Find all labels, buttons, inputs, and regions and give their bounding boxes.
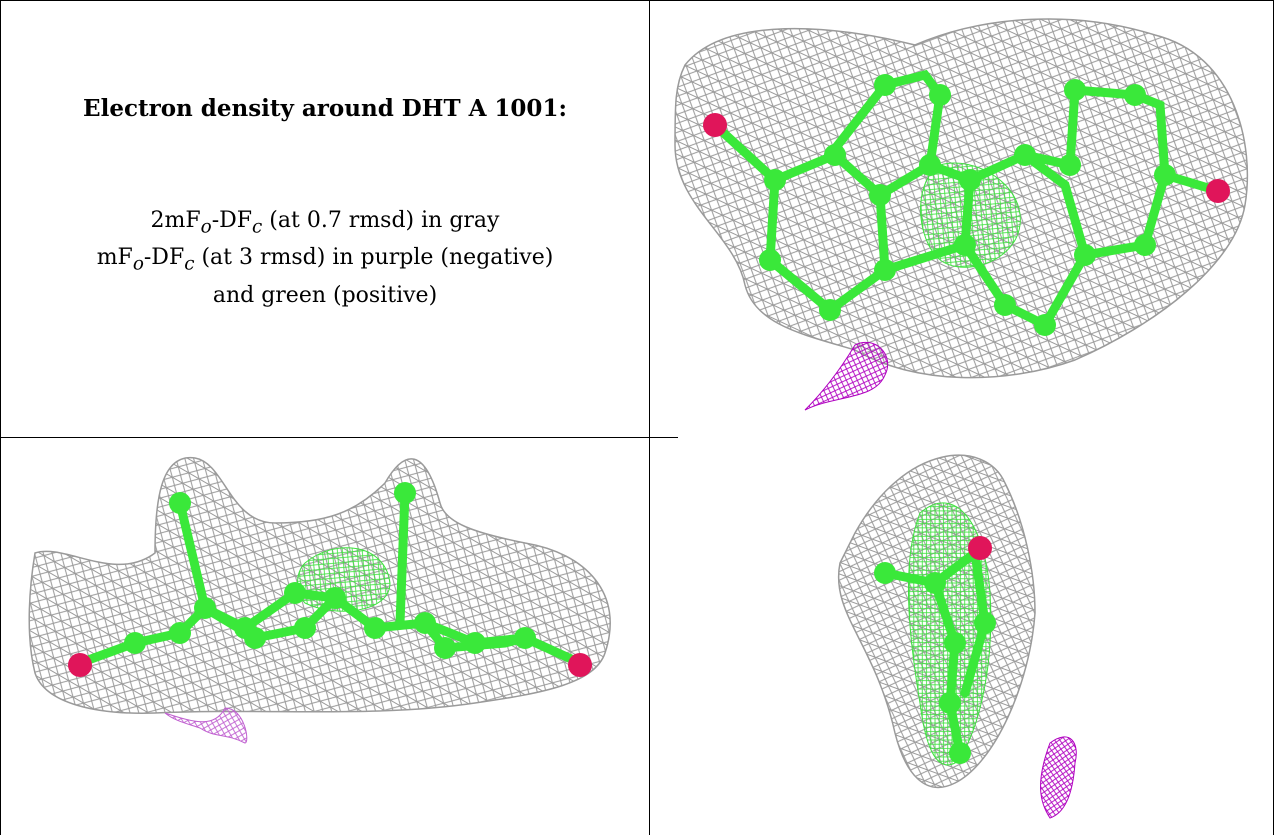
oxygen-atoms xyxy=(68,653,592,677)
purple-negative-density xyxy=(1040,736,1077,819)
ligand-atoms xyxy=(874,562,996,764)
end-on-density-render xyxy=(837,454,1077,819)
oxygen-atoms xyxy=(703,113,1230,203)
caption-legend: 2mFo-DFc (at 0.7 rmsd) in gray mFo-DFc (… xyxy=(20,205,630,311)
grid-line-middle xyxy=(649,0,650,835)
view-top-right xyxy=(655,5,1267,430)
face-on-density-render xyxy=(674,18,1249,411)
oxygen-atoms xyxy=(968,536,992,560)
ligand-atoms xyxy=(759,74,1176,336)
caption-cell: Electron density around DHT A 1001: 2mFo… xyxy=(20,0,630,438)
view-bottom-left xyxy=(5,443,645,831)
caption-title: Electron density around DHT A 1001: xyxy=(83,95,567,122)
purple-negative-density xyxy=(804,341,889,411)
legend-line-colors: and green (positive) xyxy=(212,282,438,308)
purple-negative-density xyxy=(164,707,248,744)
edge-on-density-render xyxy=(28,457,611,744)
grid-line-center xyxy=(0,437,678,438)
legend-line-gray: 2mFo-DFc (at 0.7 rmsd) in gray xyxy=(150,208,500,238)
ligand-atoms xyxy=(124,482,536,659)
grid-line-left xyxy=(0,0,1,835)
view-bottom-right xyxy=(655,443,1267,831)
legend-line-difference: mFo-DFc (at 3 rmsd) in purple (negative) xyxy=(96,245,554,275)
grid-line-top xyxy=(0,0,1274,1)
